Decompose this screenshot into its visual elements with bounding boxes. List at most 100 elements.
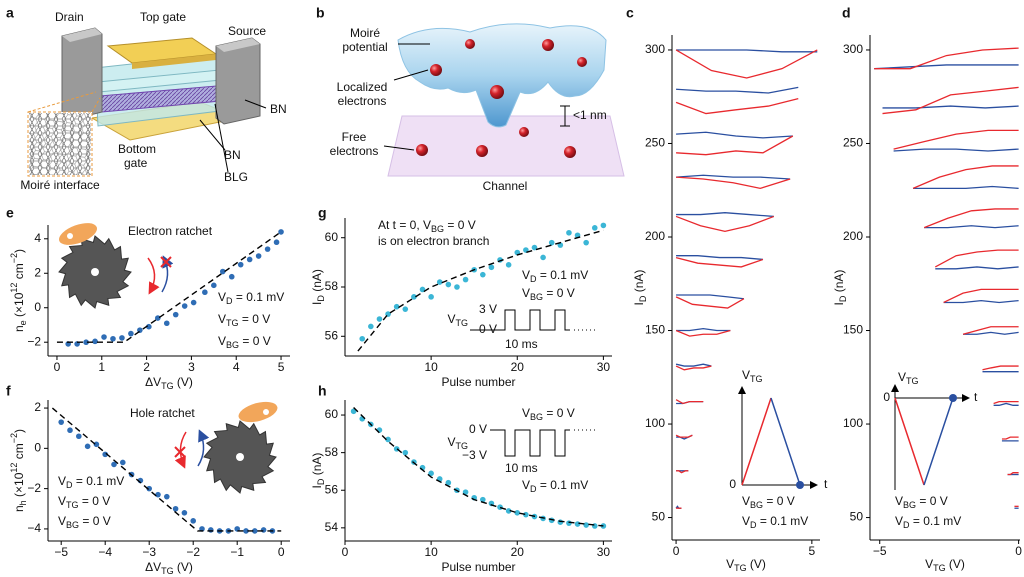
annotation: is on electron branch: [378, 234, 489, 248]
x-tick-label: −4: [98, 545, 112, 559]
x-tick-label: 5: [278, 360, 285, 374]
y-tick-label: 56: [325, 328, 339, 342]
data-point: [557, 519, 564, 525]
trace-up: [874, 47, 1019, 70]
text-part: V: [522, 268, 530, 282]
y-tick-label: 56: [325, 482, 339, 496]
text-part: V: [58, 494, 66, 508]
subscript: BG: [66, 520, 79, 530]
text-part: = 0 V: [239, 334, 271, 348]
trace-down: [963, 331, 1019, 335]
text-part: V: [58, 474, 66, 488]
text-part: ΔV: [145, 560, 161, 574]
data-point: [181, 303, 188, 309]
trace-up: [1007, 472, 1019, 476]
text-part: V: [925, 557, 933, 571]
panel-label: e: [6, 205, 14, 221]
y-tick-label: 50: [652, 510, 666, 524]
annotation: VD = 0.1 mV: [522, 268, 588, 284]
subscript: TG: [226, 318, 239, 328]
text-part: n: [12, 325, 26, 332]
x-axis-label: ΔVTG (V): [145, 375, 193, 391]
y-tick-label: 54: [325, 520, 339, 534]
waveform: [490, 429, 570, 457]
y-axis-label: ne (×1012 cm−2): [9, 249, 28, 332]
y-tick-label: 4: [34, 231, 41, 245]
subscript: TG: [734, 563, 747, 573]
y-tick-label: 2: [34, 265, 41, 279]
y-tick-label: 300: [645, 42, 665, 56]
pawl: [58, 223, 98, 245]
subscript: TG: [933, 563, 946, 573]
diagram-label: Bottom: [118, 142, 156, 156]
trace-up: [676, 135, 794, 156]
data-point: [445, 479, 452, 486]
data-point: [260, 527, 267, 533]
trace-up: [675, 434, 693, 438]
text-part: V: [447, 435, 455, 449]
data-point: [154, 315, 161, 321]
text-part: = 0.1 mV: [233, 290, 285, 304]
text-part: V: [218, 334, 226, 348]
text-part: I: [832, 302, 846, 305]
diagram-label: Source: [228, 24, 266, 38]
x-axis-label: Pulse number: [441, 375, 515, 389]
annotation: VD = 0.1 mV: [522, 478, 588, 494]
data-point: [385, 436, 391, 443]
fit-line: [51, 407, 282, 532]
annotation: 3 V: [479, 302, 497, 316]
annotation: VD = 0.1 mV: [218, 290, 284, 306]
superscript: −2: [9, 433, 19, 443]
data-point: [583, 239, 589, 246]
x-tick-label: −5: [54, 545, 68, 559]
fit-line: [353, 407, 604, 527]
y-tick-label: 100: [843, 416, 863, 430]
text-part: V: [895, 494, 903, 508]
panel-label: f: [6, 383, 11, 399]
text-part: = 0 V: [239, 312, 271, 326]
text-part: (nA): [310, 269, 324, 295]
text-part: (V): [747, 557, 766, 571]
diagram-label: potential: [342, 40, 387, 54]
trace-up: [676, 176, 791, 190]
text-part: At t = 0, V: [378, 218, 431, 232]
diagram-label: gate: [124, 156, 148, 170]
trace-down: [893, 148, 1019, 152]
annotation: 0: [729, 477, 736, 491]
annotation: VD = 0.1 mV: [742, 514, 808, 530]
subscript: BG: [750, 500, 763, 510]
data-point: [566, 229, 572, 236]
data-point: [428, 294, 434, 300]
x-tick-label: 2: [143, 360, 150, 374]
data-point: [163, 320, 170, 327]
diagram-label: BN: [270, 102, 287, 116]
data-point: [111, 461, 117, 468]
text-part: V: [522, 286, 530, 300]
pawl-pin: [263, 409, 269, 415]
annotation: t: [974, 390, 978, 404]
text-part: = 0 V: [543, 406, 575, 420]
data-point: [102, 451, 108, 458]
annotation: t: [824, 477, 828, 491]
x-tick-label: 30: [597, 360, 611, 374]
pawl: [238, 401, 278, 423]
text-part: (nA): [632, 270, 646, 296]
data-point: [566, 520, 572, 526]
x-tick-label: 4: [233, 360, 240, 374]
data-point: [402, 449, 409, 456]
x-tick-label: 3: [188, 360, 195, 374]
data-point: [237, 261, 244, 268]
data-point: [76, 433, 82, 440]
diagram-label: Channel: [483, 179, 528, 193]
subscript: D: [838, 295, 848, 302]
trace-up: [676, 470, 689, 474]
text-part: = 0.1 mV: [537, 478, 589, 492]
subscript: e: [18, 320, 28, 325]
data-point: [548, 239, 555, 246]
subscript: D: [638, 295, 648, 302]
subscript: BG: [903, 500, 916, 510]
annotation: VTG: [898, 370, 919, 386]
superscript: −2: [9, 253, 19, 263]
data-point: [600, 222, 607, 229]
